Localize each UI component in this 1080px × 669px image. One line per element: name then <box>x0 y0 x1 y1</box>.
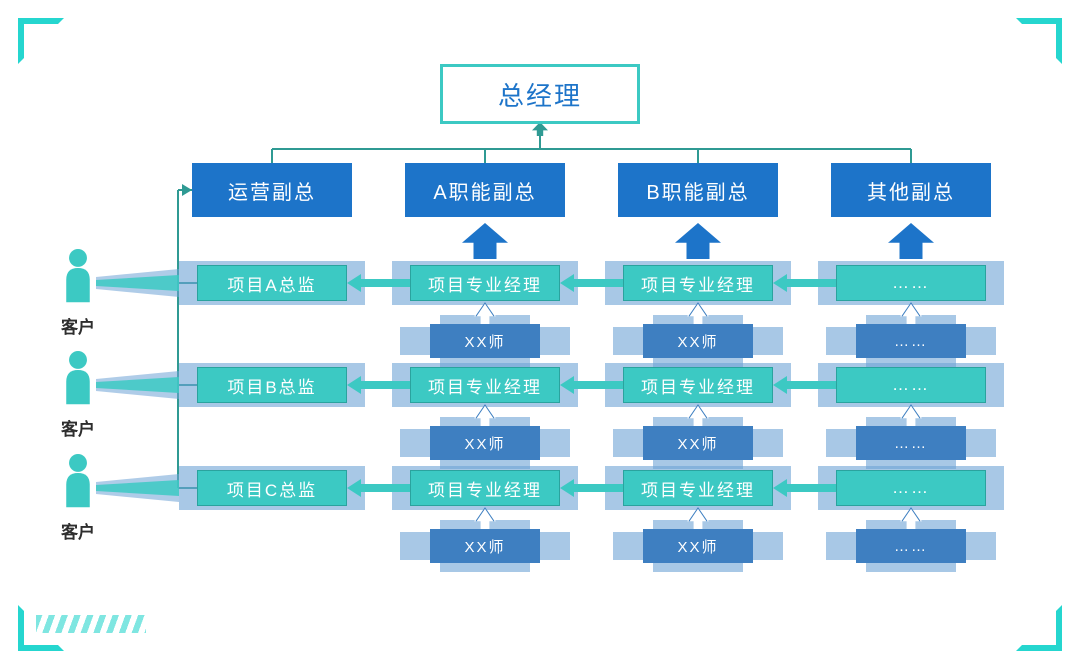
node-label: …… <box>892 375 930 395</box>
node-specialist: …… <box>856 324 966 358</box>
node-label: 项目专业经理 <box>428 373 542 398</box>
node-label: 项目专业经理 <box>641 271 755 296</box>
node-label: …… <box>894 435 928 452</box>
node-label: XX师 <box>464 331 505 352</box>
node-label: B职能副总 <box>646 176 749 205</box>
node-specialist: XX师 <box>430 324 540 358</box>
node-label: 运营副总 <box>228 176 316 205</box>
node-vp-operations: 运营副总 <box>192 163 352 217</box>
node-specialist: XX师 <box>430 529 540 563</box>
node-label: XX师 <box>464 433 505 454</box>
org-chart-diagram: 总经理 运营副总 A职能副总 B职能副总 其他副总 项目A总监 项目专业经理 项… <box>0 0 1080 669</box>
node-label: 项目专业经理 <box>428 476 542 501</box>
node-label: 项目B总监 <box>227 373 316 398</box>
node-label: 项目C总监 <box>227 476 317 501</box>
customer-label: 客户 <box>58 518 98 543</box>
node-project-manager: 项目专业经理 <box>410 265 560 301</box>
node-vp-other: 其他副总 <box>831 163 991 217</box>
node-project-manager: 项目专业经理 <box>410 470 560 506</box>
node-specialist: XX师 <box>643 324 753 358</box>
node-label: …… <box>892 478 930 498</box>
node-specialist: XX师 <box>643 529 753 563</box>
node-specialist: …… <box>856 426 966 460</box>
node-label: …… <box>894 538 928 555</box>
node-project-director: 项目A总监 <box>197 265 347 301</box>
node-project-director: 项目B总监 <box>197 367 347 403</box>
customer-label: 客户 <box>58 313 98 338</box>
node-label: 项目专业经理 <box>641 476 755 501</box>
node-label: …… <box>892 273 930 293</box>
node-label: 其他副总 <box>867 176 955 205</box>
node-project-manager: …… <box>836 265 986 301</box>
node-vp-function-a: A职能副总 <box>405 163 565 217</box>
node-label: A职能副总 <box>433 176 536 205</box>
node-label: 项目A总监 <box>227 271 316 296</box>
node-label: 总经理 <box>498 76 582 113</box>
node-label: …… <box>894 333 928 350</box>
node-project-manager: 项目专业经理 <box>410 367 560 403</box>
node-project-manager: 项目专业经理 <box>623 367 773 403</box>
node-label: 项目专业经理 <box>641 373 755 398</box>
node-label: 项目专业经理 <box>428 271 542 296</box>
node-project-manager: 项目专业经理 <box>623 265 773 301</box>
node-project-director: 项目C总监 <box>197 470 347 506</box>
customer-label: 客户 <box>58 415 98 440</box>
node-specialist: …… <box>856 529 966 563</box>
node-label: XX师 <box>677 433 718 454</box>
node-project-manager: …… <box>836 367 986 403</box>
node-specialist: XX师 <box>643 426 753 460</box>
node-label: XX师 <box>677 536 718 557</box>
node-vp-function-b: B职能副总 <box>618 163 778 217</box>
node-label: XX师 <box>677 331 718 352</box>
node-project-manager: 项目专业经理 <box>623 470 773 506</box>
node-label: XX师 <box>464 536 505 557</box>
node-project-manager: …… <box>836 470 986 506</box>
node-general-manager: 总经理 <box>440 64 640 124</box>
node-specialist: XX师 <box>430 426 540 460</box>
